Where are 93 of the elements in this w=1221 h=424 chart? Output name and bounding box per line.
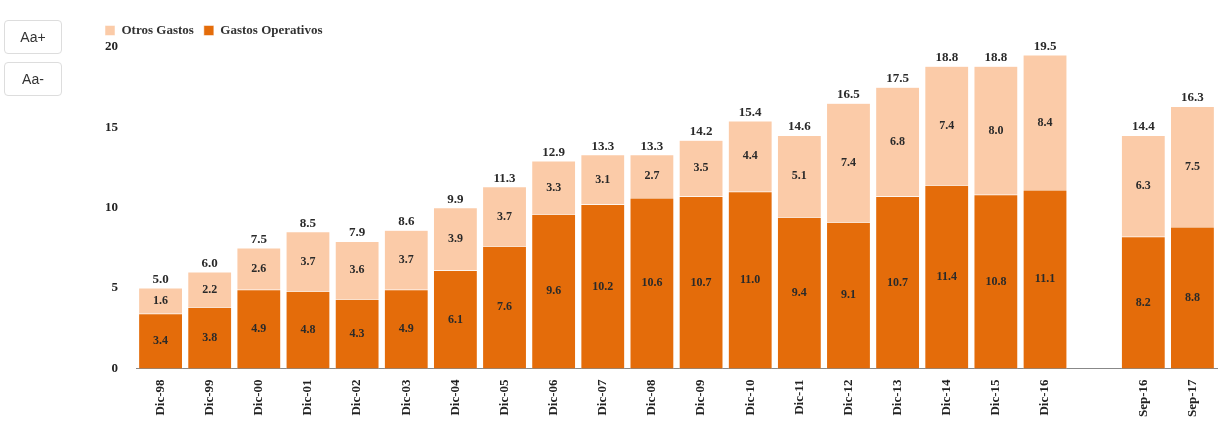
x-tick-label: Dic-01 (299, 379, 315, 416)
x-tick-label: Dic-12 (839, 379, 855, 416)
x-tick-label: Dic-10 (741, 379, 757, 416)
data-label: 1.6 (153, 293, 169, 308)
data-label: 3.7 (398, 252, 414, 267)
x-tick-label: Dic-02 (348, 379, 364, 416)
data-label: 9.4 (791, 285, 807, 299)
data-label: 9.1 (840, 287, 856, 302)
data-label: 4.9 (398, 321, 414, 336)
data-label: 3.6 (349, 262, 365, 277)
data-label: 3.7 (300, 253, 316, 268)
total-label: 14.4 (1131, 118, 1156, 134)
y-tick-label: 0 (111, 359, 118, 375)
y-tick-label: 5 (111, 279, 119, 295)
text: Aa- (4, 62, 62, 96)
data-label: 9.6 (546, 283, 562, 298)
data-label: 7.6 (497, 299, 513, 314)
x-tick-label: Dic-03 (397, 378, 413, 416)
x-tick-label: Dic-04 (446, 378, 462, 416)
data-label: 6.3 (1135, 178, 1151, 193)
total-label: 19.5 (1033, 37, 1057, 53)
x-tick-label: Sep-16 (1134, 378, 1150, 417)
data-label: 3.4 (153, 333, 169, 348)
total-label: 9.9 (447, 190, 465, 206)
x-tick-label: Dic-11 (790, 379, 806, 415)
legend-label: Otros Gastos (121, 21, 194, 37)
data-label: 4.8 (300, 321, 316, 336)
data-label: 7.5 (1184, 158, 1200, 173)
total-label: 8.5 (299, 214, 317, 230)
legend-label: Gastos Operativos (220, 21, 323, 37)
data-label: 2.7 (644, 168, 660, 183)
total-label: 14.6 (787, 118, 812, 134)
x-tick-label: Dic-15 (987, 378, 1003, 416)
data-label: 10.8 (985, 273, 1007, 288)
total-label: 16.5 (837, 86, 861, 102)
data-label: 10.7 (690, 274, 712, 289)
y-tick-label: 15 (105, 118, 119, 134)
data-label: 8.8 (1184, 289, 1200, 304)
total-label: 12.9 (542, 143, 566, 159)
total-label: 18.8 (984, 49, 1008, 65)
x-tick-label: Dic-99 (201, 378, 217, 416)
x-tick-label: Dic-08 (643, 378, 659, 416)
y-tick-label: 20 (105, 38, 118, 54)
data-label: 7.4 (939, 117, 955, 132)
x-tick-label: Dic-00 (250, 379, 266, 416)
data-label: 7.4 (840, 154, 856, 169)
x-tick-label: Dic-13 (888, 378, 904, 416)
data-label: 8.4 (1037, 114, 1053, 129)
y-tick-label: 10 (105, 199, 118, 215)
data-label: 3.8 (202, 330, 218, 344)
data-label: 3.5 (693, 160, 709, 175)
total-label: 18.8 (935, 49, 959, 65)
x-tick-label: Dic-14 (938, 378, 954, 416)
total-label: 15.4 (738, 103, 763, 119)
data-label: 4.9 (251, 321, 267, 336)
total-label: 7.5 (250, 230, 268, 246)
data-label: 8.0 (988, 122, 1004, 137)
total-label: 8.6 (398, 213, 415, 229)
total-label: 5.0 (152, 270, 169, 286)
x-tick-label: Sep-17 (1183, 378, 1199, 417)
total-label: 13.3 (640, 137, 664, 153)
data-label: 4.3 (349, 325, 365, 340)
data-label: 8.2 (1135, 294, 1151, 309)
data-label: 5.1 (791, 168, 807, 183)
data-label: 3.7 (497, 208, 513, 223)
data-label: 10.7 (887, 274, 909, 289)
total-label: 17.5 (886, 70, 910, 86)
data-label: 6.8 (890, 133, 906, 148)
x-tick-label: Dic-06 (545, 378, 561, 416)
data-label: 2.6 (251, 260, 267, 275)
x-tick-label: Dic-16 (1036, 378, 1052, 416)
data-label: 11.1 (1034, 271, 1056, 286)
data-label: 3.3 (546, 179, 562, 194)
total-label: 16.3 (1181, 89, 1205, 105)
data-label: 3.9 (447, 231, 463, 246)
x-tick-label: Dic-98 (151, 378, 167, 416)
x-tick-label: Dic-09 (692, 378, 708, 416)
x-tick-label: Dic-05 (495, 378, 511, 416)
data-label: 2.2 (202, 281, 218, 296)
data-label: 11.4 (936, 268, 957, 283)
data-label: 11.0 (740, 272, 761, 287)
data-label: 10.2 (592, 278, 614, 293)
total-label: 11.3 (493, 169, 517, 185)
total-label: 14.2 (689, 123, 713, 139)
total-label: 7.9 (348, 224, 366, 240)
data-label: 3.1 (595, 171, 611, 186)
data-label: 4.4 (742, 148, 758, 163)
x-tick-label: Dic-07 (594, 378, 610, 416)
total-label: 13.3 (591, 137, 615, 153)
data-label: 6.1 (447, 311, 463, 326)
data-label: 10.6 (641, 275, 663, 290)
text: Aa+ (4, 20, 62, 54)
total-label: 6.0 (201, 254, 218, 270)
